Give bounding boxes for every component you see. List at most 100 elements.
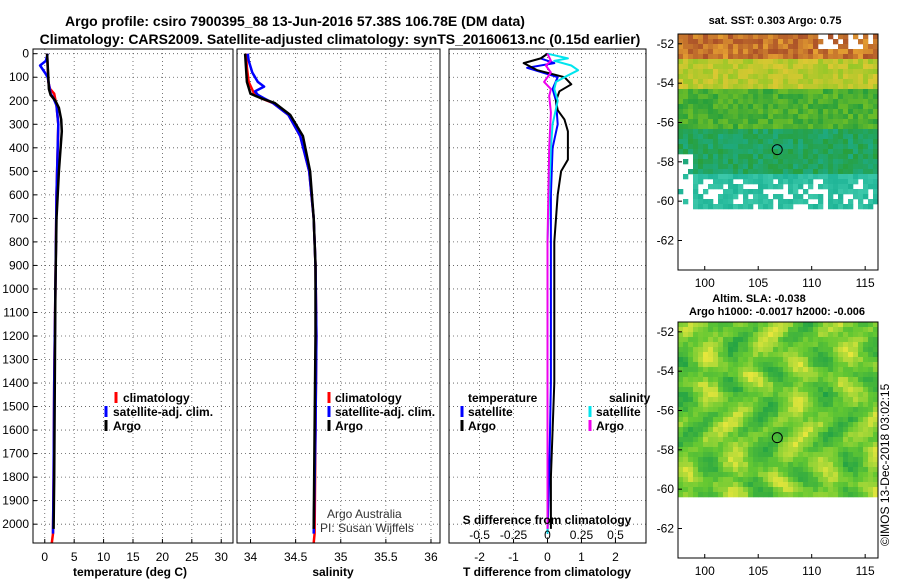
map-cell bbox=[853, 342, 859, 348]
map-cell bbox=[763, 69, 769, 75]
map-cell bbox=[708, 472, 714, 478]
map-cell bbox=[768, 387, 774, 393]
map-cell bbox=[858, 139, 864, 145]
map-cell bbox=[843, 99, 849, 105]
map-cell bbox=[783, 412, 789, 418]
map-cell bbox=[828, 387, 834, 393]
map-cell bbox=[763, 144, 769, 150]
map-cell bbox=[778, 74, 784, 80]
map-cell bbox=[743, 427, 749, 433]
map-cell bbox=[833, 407, 839, 413]
map-cell bbox=[783, 472, 789, 478]
map-cell bbox=[683, 44, 689, 50]
map-cell bbox=[863, 74, 869, 80]
map-cell bbox=[798, 452, 804, 458]
map-cell bbox=[838, 109, 844, 115]
map-cell bbox=[743, 412, 749, 418]
map-cell bbox=[773, 337, 779, 343]
map-cell bbox=[838, 59, 844, 65]
map-cell bbox=[848, 169, 854, 175]
map-cell bbox=[873, 129, 879, 135]
map-cell bbox=[828, 427, 834, 433]
map-cell bbox=[848, 134, 854, 140]
map-cell bbox=[748, 472, 754, 478]
map-cell bbox=[783, 487, 789, 493]
map-cell bbox=[873, 412, 879, 418]
map-cell bbox=[678, 407, 684, 413]
map-cell bbox=[818, 382, 824, 388]
map-cell bbox=[868, 109, 874, 115]
map-cell bbox=[678, 442, 684, 448]
map-cell bbox=[818, 492, 824, 498]
map-cell bbox=[723, 74, 729, 80]
map-cell bbox=[708, 99, 714, 105]
map-cell bbox=[693, 417, 699, 423]
map-cell bbox=[748, 327, 754, 333]
map-cell bbox=[813, 432, 819, 438]
map-cell bbox=[788, 447, 794, 453]
map-cell bbox=[798, 169, 804, 175]
map-cell bbox=[793, 109, 799, 115]
map-cell bbox=[838, 79, 844, 85]
map-cell bbox=[798, 89, 804, 95]
map-cell bbox=[723, 139, 729, 145]
map-cell bbox=[683, 367, 689, 373]
map-cell bbox=[763, 159, 769, 165]
map-cell bbox=[713, 377, 719, 383]
map-cell bbox=[818, 154, 824, 160]
map-cell bbox=[788, 124, 794, 130]
map-cell bbox=[763, 357, 769, 363]
map-cell bbox=[763, 487, 769, 493]
map-cell bbox=[753, 477, 759, 483]
map-cell bbox=[813, 437, 819, 443]
depth-tick-label: 1000 bbox=[2, 282, 29, 296]
map-cell bbox=[733, 189, 739, 195]
map-cell bbox=[753, 44, 759, 50]
map-cell bbox=[723, 59, 729, 65]
map-cell bbox=[763, 174, 769, 180]
map-cell bbox=[758, 402, 764, 408]
map-cell bbox=[753, 337, 759, 343]
map-cell bbox=[688, 337, 694, 343]
map-cell bbox=[738, 64, 744, 70]
map-cell bbox=[863, 492, 869, 498]
map-cell bbox=[778, 94, 784, 100]
map-cell bbox=[818, 487, 824, 493]
map-cell bbox=[778, 452, 784, 458]
map-cell bbox=[723, 447, 729, 453]
map-cell bbox=[733, 357, 739, 363]
map-cell bbox=[703, 452, 709, 458]
map-cell bbox=[763, 39, 769, 45]
map-cell bbox=[733, 124, 739, 130]
map-cell bbox=[793, 367, 799, 373]
map-cell bbox=[683, 447, 689, 453]
map-cell bbox=[858, 124, 864, 130]
map-cell bbox=[838, 99, 844, 105]
map-cell bbox=[728, 367, 734, 373]
map-cell bbox=[778, 69, 784, 75]
map-cell bbox=[828, 332, 834, 338]
map-cell bbox=[723, 144, 729, 150]
map-cell bbox=[818, 372, 824, 378]
map-cell bbox=[838, 472, 844, 478]
map-cell bbox=[818, 477, 824, 483]
map-cell bbox=[698, 44, 704, 50]
map-cell bbox=[688, 467, 694, 473]
map-cell bbox=[793, 129, 799, 135]
map-cell bbox=[723, 442, 729, 448]
map-cell bbox=[808, 164, 814, 170]
map-cell bbox=[853, 119, 859, 125]
map-cell bbox=[743, 204, 749, 210]
map-cell bbox=[723, 64, 729, 70]
map-cell bbox=[713, 402, 719, 408]
map-cell bbox=[773, 139, 779, 145]
map-cell bbox=[818, 362, 824, 368]
map-cell bbox=[863, 397, 869, 403]
sst-map-lon-ticks: 100 105 110 115 bbox=[695, 266, 875, 290]
map-cell bbox=[858, 64, 864, 70]
map-cell bbox=[728, 392, 734, 398]
map-cell bbox=[843, 467, 849, 473]
map-cell bbox=[768, 332, 774, 338]
map-cell bbox=[808, 447, 814, 453]
map-cell bbox=[703, 412, 709, 418]
